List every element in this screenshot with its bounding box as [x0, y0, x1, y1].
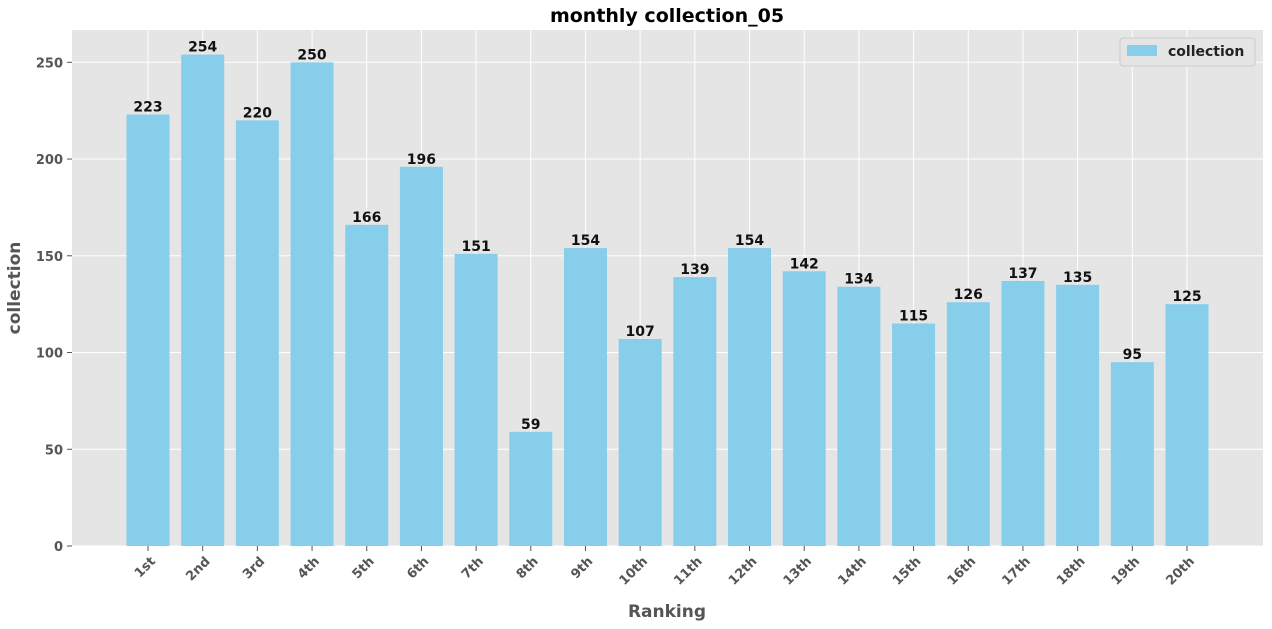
bar-5th: [345, 224, 389, 546]
y-tick-label: 150: [36, 250, 63, 265]
x-tick-label: 1st: [132, 554, 159, 581]
x-tick-label: 4th: [295, 554, 323, 582]
y-tick-label: 200: [36, 153, 63, 168]
bar-18th: [1056, 284, 1100, 546]
x-tick-label: 20th: [1163, 554, 1197, 588]
x-tick-label: 17th: [999, 554, 1033, 588]
data-label-11th: 139: [680, 262, 709, 278]
bar-1st: [126, 114, 170, 546]
bar-6th: [399, 166, 443, 546]
data-label-16th: 126: [954, 287, 983, 303]
x-tick-label: 7th: [459, 554, 487, 582]
x-tick-label: 13th: [781, 554, 815, 588]
bar-8th: [509, 431, 553, 546]
bar-16th: [946, 302, 990, 546]
data-label-18th: 135: [1063, 270, 1092, 286]
bar-13th: [782, 271, 826, 546]
x-tick-label: 14th: [835, 554, 869, 588]
data-label-7th: 151: [461, 239, 490, 255]
data-label-19th: 95: [1123, 347, 1142, 363]
y-axis-ticks: 0 50 100 150 200 250: [36, 56, 72, 555]
legend-label: collection: [1168, 44, 1244, 60]
bar-9th: [563, 248, 607, 546]
x-tick-label: 2nd: [183, 554, 213, 584]
bar-12th: [728, 248, 772, 546]
bar-7th: [454, 253, 498, 547]
x-tick-label: 10th: [617, 554, 651, 588]
bar-10th: [618, 338, 662, 546]
y-tick-label: 250: [36, 56, 63, 71]
data-label-8th: 59: [521, 417, 540, 433]
x-tick-label: 9th: [568, 554, 596, 582]
data-label-13th: 142: [790, 256, 819, 272]
x-tick-label: 11th: [671, 554, 705, 588]
bar-2nd: [181, 54, 225, 546]
bars: [126, 54, 1209, 547]
x-tick-label: 12th: [726, 554, 760, 588]
data-label-9th: 154: [571, 233, 600, 249]
x-tick-label: 8th: [514, 554, 542, 582]
data-label-1st: 223: [133, 100, 162, 116]
bar-11th: [673, 277, 717, 546]
data-label-20th: 125: [1172, 289, 1201, 305]
bar-19th: [1110, 362, 1154, 546]
data-label-4th: 250: [297, 47, 326, 63]
x-axis-label: Ranking: [628, 602, 706, 622]
x-tick-label: 16th: [945, 554, 979, 588]
bar-4th: [290, 62, 334, 547]
y-tick-label: 50: [45, 443, 63, 458]
data-label-12th: 154: [735, 233, 764, 249]
y-axis-label: collection: [5, 242, 25, 335]
x-tick-label: 5th: [350, 554, 378, 582]
chart-title: monthly collection_05: [550, 5, 784, 27]
data-label-2nd: 254: [188, 40, 217, 56]
x-tick-label: 19th: [1109, 554, 1143, 588]
legend-swatch: [1127, 45, 1157, 56]
y-tick-label: 100: [36, 347, 63, 362]
data-label-5th: 166: [352, 210, 381, 226]
data-label-6th: 196: [407, 152, 436, 168]
bar-15th: [892, 323, 936, 546]
bar-3rd: [235, 120, 279, 546]
legend: collection: [1119, 37, 1256, 67]
bar-20th: [1165, 304, 1209, 546]
x-tick-label: 6th: [404, 554, 432, 582]
x-tick-label: 18th: [1054, 554, 1088, 588]
bar-14th: [837, 286, 881, 546]
bar-17th: [1001, 280, 1045, 546]
x-tick-label: 15th: [890, 554, 924, 588]
y-tick-label: 0: [54, 540, 63, 555]
data-label-17th: 137: [1008, 266, 1037, 282]
data-label-3rd: 220: [243, 105, 272, 121]
x-axis-ticks: 1st 2nd 3rd 4th 5th 6th 7th 8th 9th 10th 11th 12th 1…: [132, 546, 1198, 589]
data-labels: 223 254 220 250 166 196 151 59 154 107 139 154 142 13…: [133, 40, 1201, 433]
data-label-10th: 107: [626, 324, 655, 340]
data-label-15th: 115: [899, 309, 928, 325]
x-tick-label: 3rd: [240, 554, 268, 582]
data-label-14th: 134: [844, 272, 873, 288]
